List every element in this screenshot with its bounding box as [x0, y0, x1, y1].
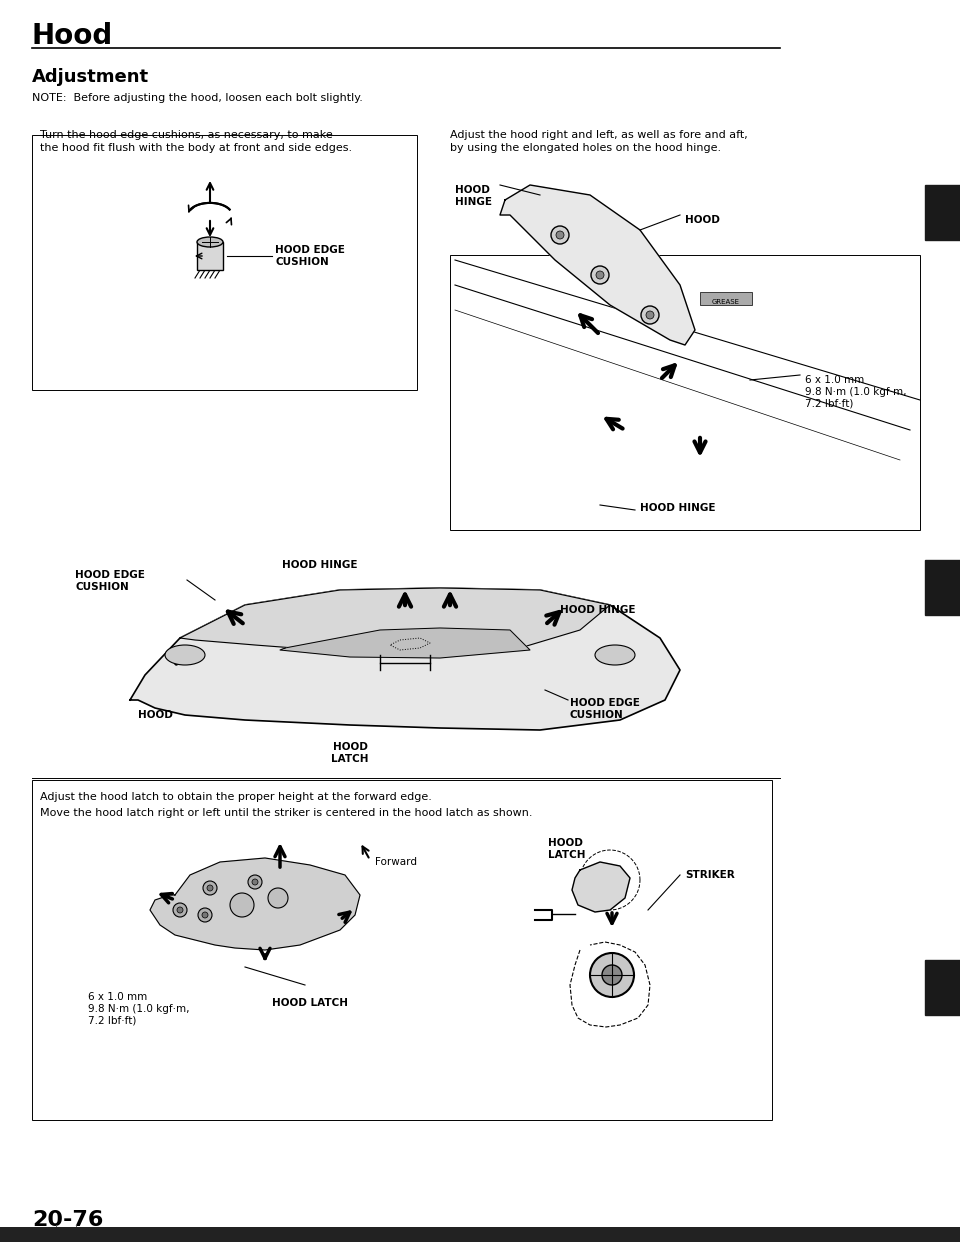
Circle shape: [177, 907, 183, 913]
Circle shape: [641, 306, 659, 324]
Circle shape: [198, 908, 212, 922]
Circle shape: [646, 310, 654, 319]
Text: HOOD: HOOD: [685, 215, 720, 225]
Text: 20-76: 20-76: [32, 1210, 104, 1230]
Bar: [450, 255, 920, 530]
Bar: [197, 242, 223, 270]
Circle shape: [590, 953, 634, 997]
Bar: [700, 292, 752, 306]
Circle shape: [556, 231, 564, 238]
Bar: [32, 135, 417, 390]
Text: GREASE: GREASE: [712, 299, 740, 306]
Text: 6 x 1.0 mm
9.8 N·m (1.0 kgf·m,
7.2 lbf·ft): 6 x 1.0 mm 9.8 N·m (1.0 kgf·m, 7.2 lbf·f…: [805, 375, 906, 409]
Text: HOOD EDGE
CUSHION: HOOD EDGE CUSHION: [75, 570, 145, 591]
Text: Turn the hood edge cushions, as necessary, to make
the hood fit flush with the b: Turn the hood edge cushions, as necessar…: [40, 130, 352, 153]
Text: Forward: Forward: [375, 857, 417, 867]
Polygon shape: [500, 185, 695, 345]
Bar: [0, 1227, 960, 1242]
Ellipse shape: [197, 237, 223, 247]
Text: Adjustment: Adjustment: [32, 68, 149, 86]
Text: STRIKER: STRIKER: [685, 869, 734, 881]
Circle shape: [203, 881, 217, 895]
Text: HOOD HINGE: HOOD HINGE: [560, 605, 636, 615]
Bar: [925, 185, 960, 240]
Text: HOOD: HOOD: [138, 710, 173, 720]
Circle shape: [202, 912, 208, 918]
Text: HOOD
LATCH: HOOD LATCH: [331, 741, 369, 764]
Circle shape: [207, 886, 213, 891]
Circle shape: [591, 266, 609, 284]
Circle shape: [551, 226, 569, 243]
Text: HOOD HINGE: HOOD HINGE: [282, 560, 358, 570]
Text: Move the hood latch right or left until the striker is centered in the hood latc: Move the hood latch right or left until …: [40, 809, 533, 818]
Polygon shape: [180, 587, 610, 655]
Polygon shape: [280, 628, 530, 658]
Bar: [925, 560, 960, 615]
Ellipse shape: [165, 645, 205, 664]
Circle shape: [596, 271, 604, 279]
Text: HOOD EDGE
CUSHION: HOOD EDGE CUSHION: [570, 698, 640, 719]
Polygon shape: [572, 862, 630, 912]
Text: HOOD
HINGE: HOOD HINGE: [455, 185, 492, 206]
Circle shape: [602, 965, 622, 985]
Text: Adjust the hood right and left, as well as fore and aft,
by using the elongated : Adjust the hood right and left, as well …: [450, 130, 748, 153]
Text: HOOD LATCH: HOOD LATCH: [272, 999, 348, 1009]
Circle shape: [173, 903, 187, 917]
Text: Adjust the hood latch to obtain the proper height at the forward edge.: Adjust the hood latch to obtain the prop…: [40, 792, 432, 802]
Text: Hood: Hood: [32, 22, 113, 50]
Ellipse shape: [595, 645, 635, 664]
Bar: [32, 780, 772, 1120]
Text: www.hondapro.com: www.hondapro.com: [32, 1225, 121, 1235]
Text: HOOD
LATCH: HOOD LATCH: [548, 838, 586, 859]
Text: HOOD EDGE
CUSHION: HOOD EDGE CUSHION: [275, 245, 345, 267]
Text: HOOD HINGE: HOOD HINGE: [640, 503, 715, 513]
Text: NOTE:  Before adjusting the hood, loosen each bolt slightly.: NOTE: Before adjusting the hood, loosen …: [32, 93, 363, 103]
Circle shape: [230, 893, 254, 917]
Bar: [925, 960, 960, 1015]
Circle shape: [248, 876, 262, 889]
Text: carmanualsonline.info: carmanualsonline.info: [672, 1228, 780, 1238]
Circle shape: [268, 888, 288, 908]
Text: 6 x 1.0 mm
9.8 N·m (1.0 kgf·m,
7.2 lbf·ft): 6 x 1.0 mm 9.8 N·m (1.0 kgf·m, 7.2 lbf·f…: [88, 992, 189, 1025]
Circle shape: [252, 879, 258, 886]
Polygon shape: [150, 858, 360, 950]
Polygon shape: [130, 587, 680, 730]
